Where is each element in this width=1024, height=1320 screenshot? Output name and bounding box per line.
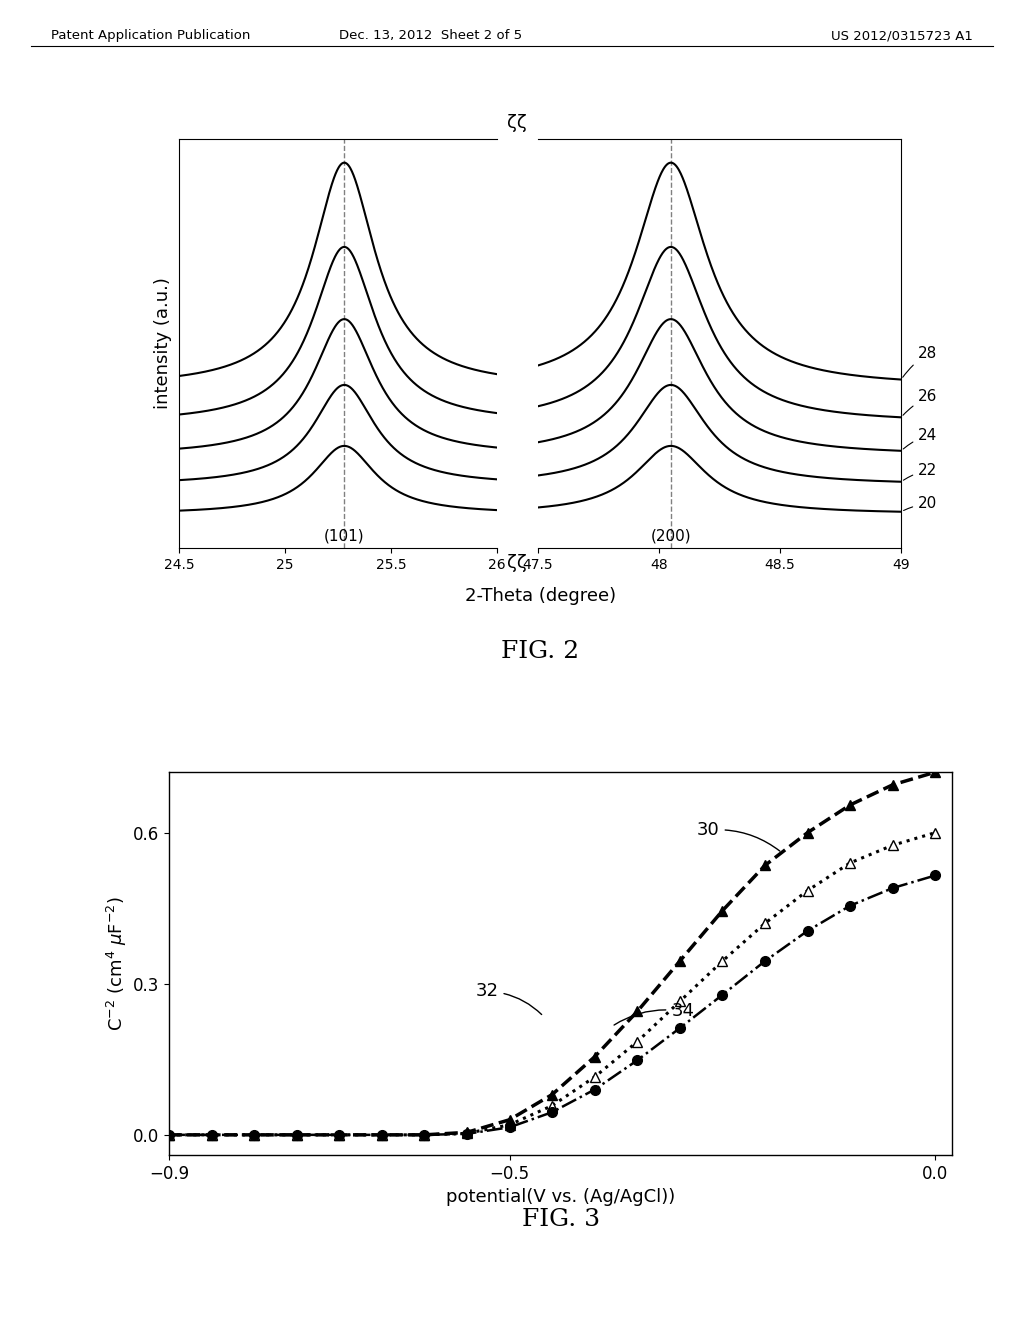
Text: 28: 28 bbox=[903, 346, 937, 378]
Text: 22: 22 bbox=[903, 463, 937, 480]
Text: 32: 32 bbox=[475, 982, 542, 1015]
Text: ζζ: ζζ bbox=[507, 554, 527, 573]
Y-axis label: C$^{-2}$ (cm$^{4}$ $\mu$F$^{-2}$): C$^{-2}$ (cm$^{4}$ $\mu$F$^{-2}$) bbox=[104, 896, 129, 1031]
Text: FIG. 2: FIG. 2 bbox=[501, 640, 580, 663]
Text: 34: 34 bbox=[614, 1002, 694, 1026]
Text: FIG. 3: FIG. 3 bbox=[521, 1208, 600, 1230]
Text: (101): (101) bbox=[324, 529, 365, 544]
Text: 2-Theta (degree): 2-Theta (degree) bbox=[465, 587, 615, 606]
Text: ζζ: ζζ bbox=[507, 114, 527, 132]
Text: 30: 30 bbox=[697, 821, 780, 851]
X-axis label: potential(V vs. (Ag/AgCl)): potential(V vs. (Ag/AgCl)) bbox=[446, 1188, 675, 1206]
Text: US 2012/0315723 A1: US 2012/0315723 A1 bbox=[830, 29, 973, 42]
Text: 26: 26 bbox=[903, 389, 937, 416]
Text: (200): (200) bbox=[650, 529, 691, 544]
Text: Dec. 13, 2012  Sheet 2 of 5: Dec. 13, 2012 Sheet 2 of 5 bbox=[339, 29, 521, 42]
Text: 24: 24 bbox=[903, 428, 937, 449]
Y-axis label: intensity (a.u.): intensity (a.u.) bbox=[155, 277, 172, 409]
Text: Patent Application Publication: Patent Application Publication bbox=[51, 29, 251, 42]
Text: 20: 20 bbox=[903, 496, 937, 511]
